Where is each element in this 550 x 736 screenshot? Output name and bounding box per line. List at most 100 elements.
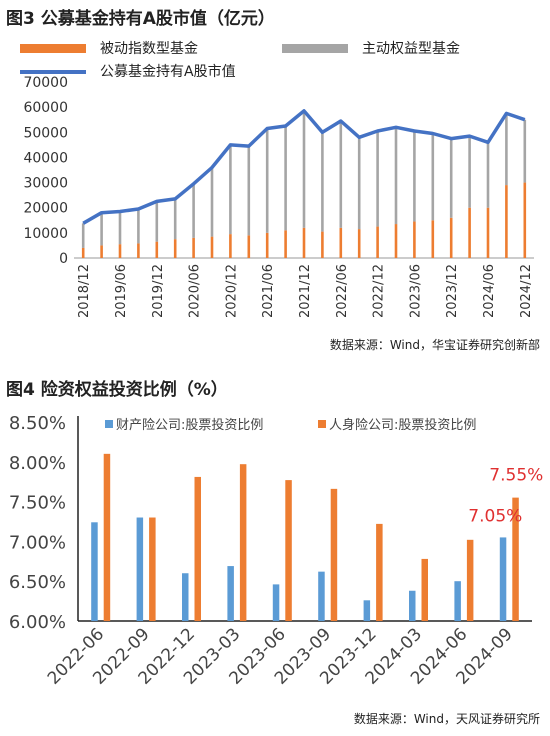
- bar-active-equity: [284, 126, 287, 231]
- chart2-svg: 6.00% 6.50% 7.00% 7.50% 8.00% 8.50% 财产险公司:股票投资…: [9, 413, 543, 689]
- bar-passive-index: [449, 217, 453, 258]
- bar-passive-index: [468, 207, 471, 258]
- bar-passive-index: [431, 220, 435, 258]
- x-tick-label: 2021/12: [298, 264, 313, 318]
- bar-property-insurer: [318, 571, 325, 621]
- bar-active-equity: [413, 131, 416, 222]
- bar-passive-index: [486, 207, 490, 258]
- y-tick-label: 20000: [23, 201, 68, 217]
- bar-life-insurer: [239, 464, 247, 621]
- bar-life-insurer: [103, 453, 111, 621]
- x-tick-label: 2019/06: [114, 264, 129, 318]
- bar-passive-index: [118, 244, 122, 258]
- bar-property-insurer: [363, 600, 371, 621]
- line-a-share-market-value: [82, 109, 526, 225]
- bar-life-insurer: [330, 488, 338, 621]
- y-tick-label: 6.50%: [9, 572, 66, 593]
- bar-passive-index: [394, 224, 398, 258]
- bar-life-insurer: [421, 558, 428, 621]
- legend-label-2: 主动权益型基金: [362, 40, 460, 57]
- bar-active-equity: [100, 212, 103, 246]
- x-tick-label: 2019/12: [151, 264, 166, 318]
- bar-passive-index: [523, 182, 527, 258]
- legend-label-3: 公募基金持有A股市值: [100, 63, 236, 80]
- bar-active-equity: [394, 127, 398, 225]
- chart2-title: 图4 险资权益投资比例（%）: [6, 380, 228, 400]
- bar-passive-index: [302, 227, 306, 258]
- y-tick-label: 7.50%: [9, 493, 66, 514]
- bar-active-equity: [468, 136, 471, 208]
- bar-active-equity: [376, 131, 379, 227]
- annotation-label: 7.05%: [468, 506, 522, 526]
- x-tick-label: 2023/12: [445, 264, 460, 318]
- y-tick-label: 0: [59, 251, 68, 267]
- legend-swatch-1: [105, 420, 113, 428]
- x-tick-label: 2022/06: [335, 264, 350, 318]
- x-tick-label: 2022/12: [372, 264, 387, 318]
- x-tick-label: 2021/06: [261, 264, 276, 318]
- bar-passive-index: [339, 227, 343, 258]
- bar-passive-index: [137, 243, 140, 258]
- chart1-source: 数据来源：Wind，华宝证券研究创新部: [329, 338, 540, 352]
- y-tick-label: 40000: [23, 150, 68, 166]
- bar-active-equity: [192, 183, 195, 238]
- bar-passive-index: [321, 231, 324, 258]
- x-tick-label: 2024/12: [519, 264, 534, 318]
- bar-life-insurer: [285, 480, 292, 621]
- bar-passive-index: [357, 229, 361, 258]
- legend-swatch-2: [282, 44, 348, 53]
- y-tick-label: 6.00%: [9, 612, 66, 633]
- bar-life-insurer: [149, 517, 156, 621]
- bar-active-equity: [173, 198, 177, 240]
- bar-active-equity: [247, 147, 251, 236]
- bar-active-equity: [118, 210, 122, 245]
- x-tick-label: 2023/06: [408, 264, 423, 318]
- bar-active-equity: [505, 113, 508, 186]
- bar-property-insurer: [182, 573, 189, 621]
- y-tick-label: 8.50%: [9, 413, 66, 434]
- bar-property-insurer: [136, 517, 144, 621]
- legend-swatch-1: [20, 44, 86, 53]
- bar-property-insurer: [409, 590, 416, 621]
- bar-active-equity: [229, 144, 232, 235]
- annotation-label: 7.55%: [489, 466, 543, 486]
- bar-property-insurer: [227, 566, 234, 621]
- y-tick-label: 30000: [23, 176, 68, 192]
- bar-property-insurer: [499, 537, 507, 621]
- bar-life-insurer: [466, 539, 474, 621]
- bar-passive-index: [247, 235, 251, 258]
- y-tick-label: 8.00%: [9, 453, 66, 474]
- x-tick-label: 2020/06: [188, 264, 203, 318]
- bar-active-equity: [81, 223, 85, 248]
- bar-active-equity: [137, 208, 140, 244]
- bar-active-equity: [357, 137, 361, 230]
- bar-passive-index: [376, 226, 379, 258]
- bar-active-equity: [210, 166, 214, 237]
- legend-swatch-2: [318, 420, 326, 428]
- x-tick-label: 2020/12: [224, 264, 239, 318]
- bar-active-equity: [155, 201, 159, 242]
- bar-active-equity: [265, 128, 269, 233]
- bar-passive-index: [413, 221, 416, 258]
- bar-passive-index: [210, 236, 214, 258]
- bar-active-equity: [523, 119, 527, 183]
- bar-property-insurer: [91, 522, 98, 621]
- bar-passive-index: [229, 234, 232, 258]
- bar-passive-index: [265, 232, 269, 258]
- bar-life-insurer: [512, 497, 519, 621]
- y-tick-label: 70000: [23, 75, 68, 91]
- chart1-title: 图3 公募基金持有A股市值（亿元）: [6, 9, 275, 29]
- bar-passive-index: [81, 247, 85, 258]
- bar-passive-index: [100, 245, 103, 258]
- y-tick-label: 60000: [23, 100, 68, 116]
- bar-active-equity: [431, 133, 435, 221]
- x-tick-label: 2018/12: [77, 264, 92, 318]
- bar-life-insurer: [194, 476, 201, 621]
- bar-active-equity: [339, 120, 343, 228]
- legend-label-1: 被动指数型基金: [100, 40, 198, 57]
- x-tick-label: 2024/06: [482, 264, 497, 318]
- bar-property-insurer: [454, 581, 461, 621]
- bar-passive-index: [173, 239, 177, 258]
- legend-label-1: 财产险公司:股票投资比例: [116, 417, 263, 433]
